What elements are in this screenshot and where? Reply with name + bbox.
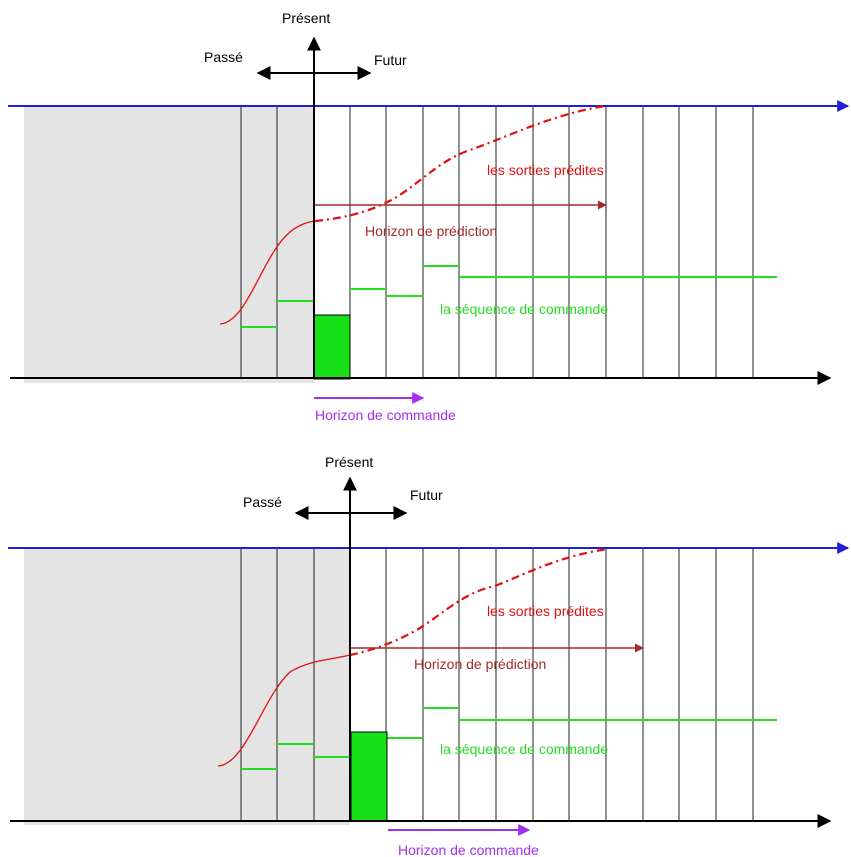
command-horizon-label: Horizon de commande xyxy=(398,842,539,857)
command-sequence xyxy=(241,707,777,770)
past-region xyxy=(24,549,350,825)
current-command-bar xyxy=(313,314,351,380)
prediction-horizon-label: Horizon de prédiction xyxy=(365,223,497,239)
current-command-bar xyxy=(350,731,388,822)
command-sequence-label: la séquence de commande xyxy=(440,301,608,317)
past-region xyxy=(24,107,314,383)
future-label: Futur xyxy=(410,487,443,503)
panel-1: Présent Passé Futur les sorties prédites… xyxy=(8,10,850,423)
present-label: Présent xyxy=(325,454,373,470)
past-label: Passé xyxy=(243,494,282,510)
past-output-curve xyxy=(217,654,351,767)
panel-2: Présent Passé Futur les sorties prédites… xyxy=(8,454,850,857)
present-label: Présent xyxy=(282,10,330,26)
predicted-outputs-label: les sorties prédites xyxy=(487,162,604,178)
predicted-output-curve xyxy=(349,547,609,657)
past-label: Passé xyxy=(204,49,243,65)
past-output-curve xyxy=(219,220,316,325)
future-label: Futur xyxy=(374,52,407,68)
predicted-outputs-label: les sorties prédites xyxy=(487,603,604,619)
time-grid xyxy=(240,549,754,821)
command-horizon-label: Horizon de commande xyxy=(315,407,456,423)
time-grid xyxy=(240,107,754,379)
command-sequence-label: la séquence de commande xyxy=(440,741,608,757)
predicted-output-curve xyxy=(314,104,606,223)
prediction-horizon-label: Horizon de prédiction xyxy=(414,656,546,672)
command-sequence xyxy=(240,265,777,328)
